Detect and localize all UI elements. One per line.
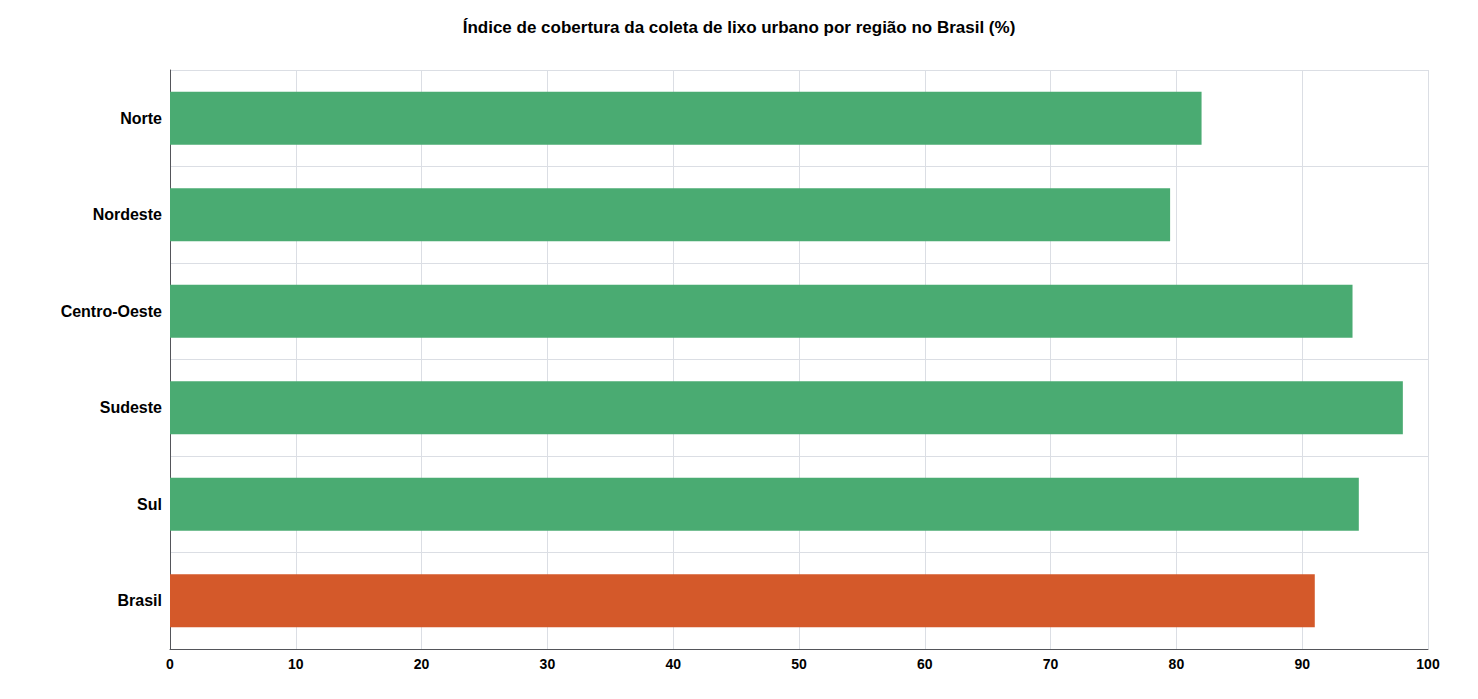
- svg-text:50: 50: [791, 656, 807, 672]
- svg-text:Nordeste: Nordeste: [93, 206, 162, 223]
- svg-text:90: 90: [1294, 656, 1310, 672]
- svg-text:80: 80: [1169, 656, 1185, 672]
- svg-text:100: 100: [1416, 656, 1440, 672]
- svg-text:10: 10: [288, 656, 304, 672]
- svg-text:70: 70: [1043, 656, 1059, 672]
- svg-text:Centro-Oeste: Centro-Oeste: [61, 303, 162, 320]
- svg-text:0: 0: [166, 656, 174, 672]
- svg-text:Norte: Norte: [120, 110, 162, 127]
- svg-text:Sudeste: Sudeste: [100, 399, 162, 416]
- svg-text:40: 40: [665, 656, 681, 672]
- svg-text:20: 20: [414, 656, 430, 672]
- svg-text:Índice de cobertura da coleta: Índice de cobertura da coleta de lixo ur…: [463, 18, 1016, 37]
- svg-text:60: 60: [917, 656, 933, 672]
- svg-text:Brasil: Brasil: [118, 592, 162, 609]
- svg-text:30: 30: [540, 656, 556, 672]
- svg-text:Sul: Sul: [137, 496, 162, 513]
